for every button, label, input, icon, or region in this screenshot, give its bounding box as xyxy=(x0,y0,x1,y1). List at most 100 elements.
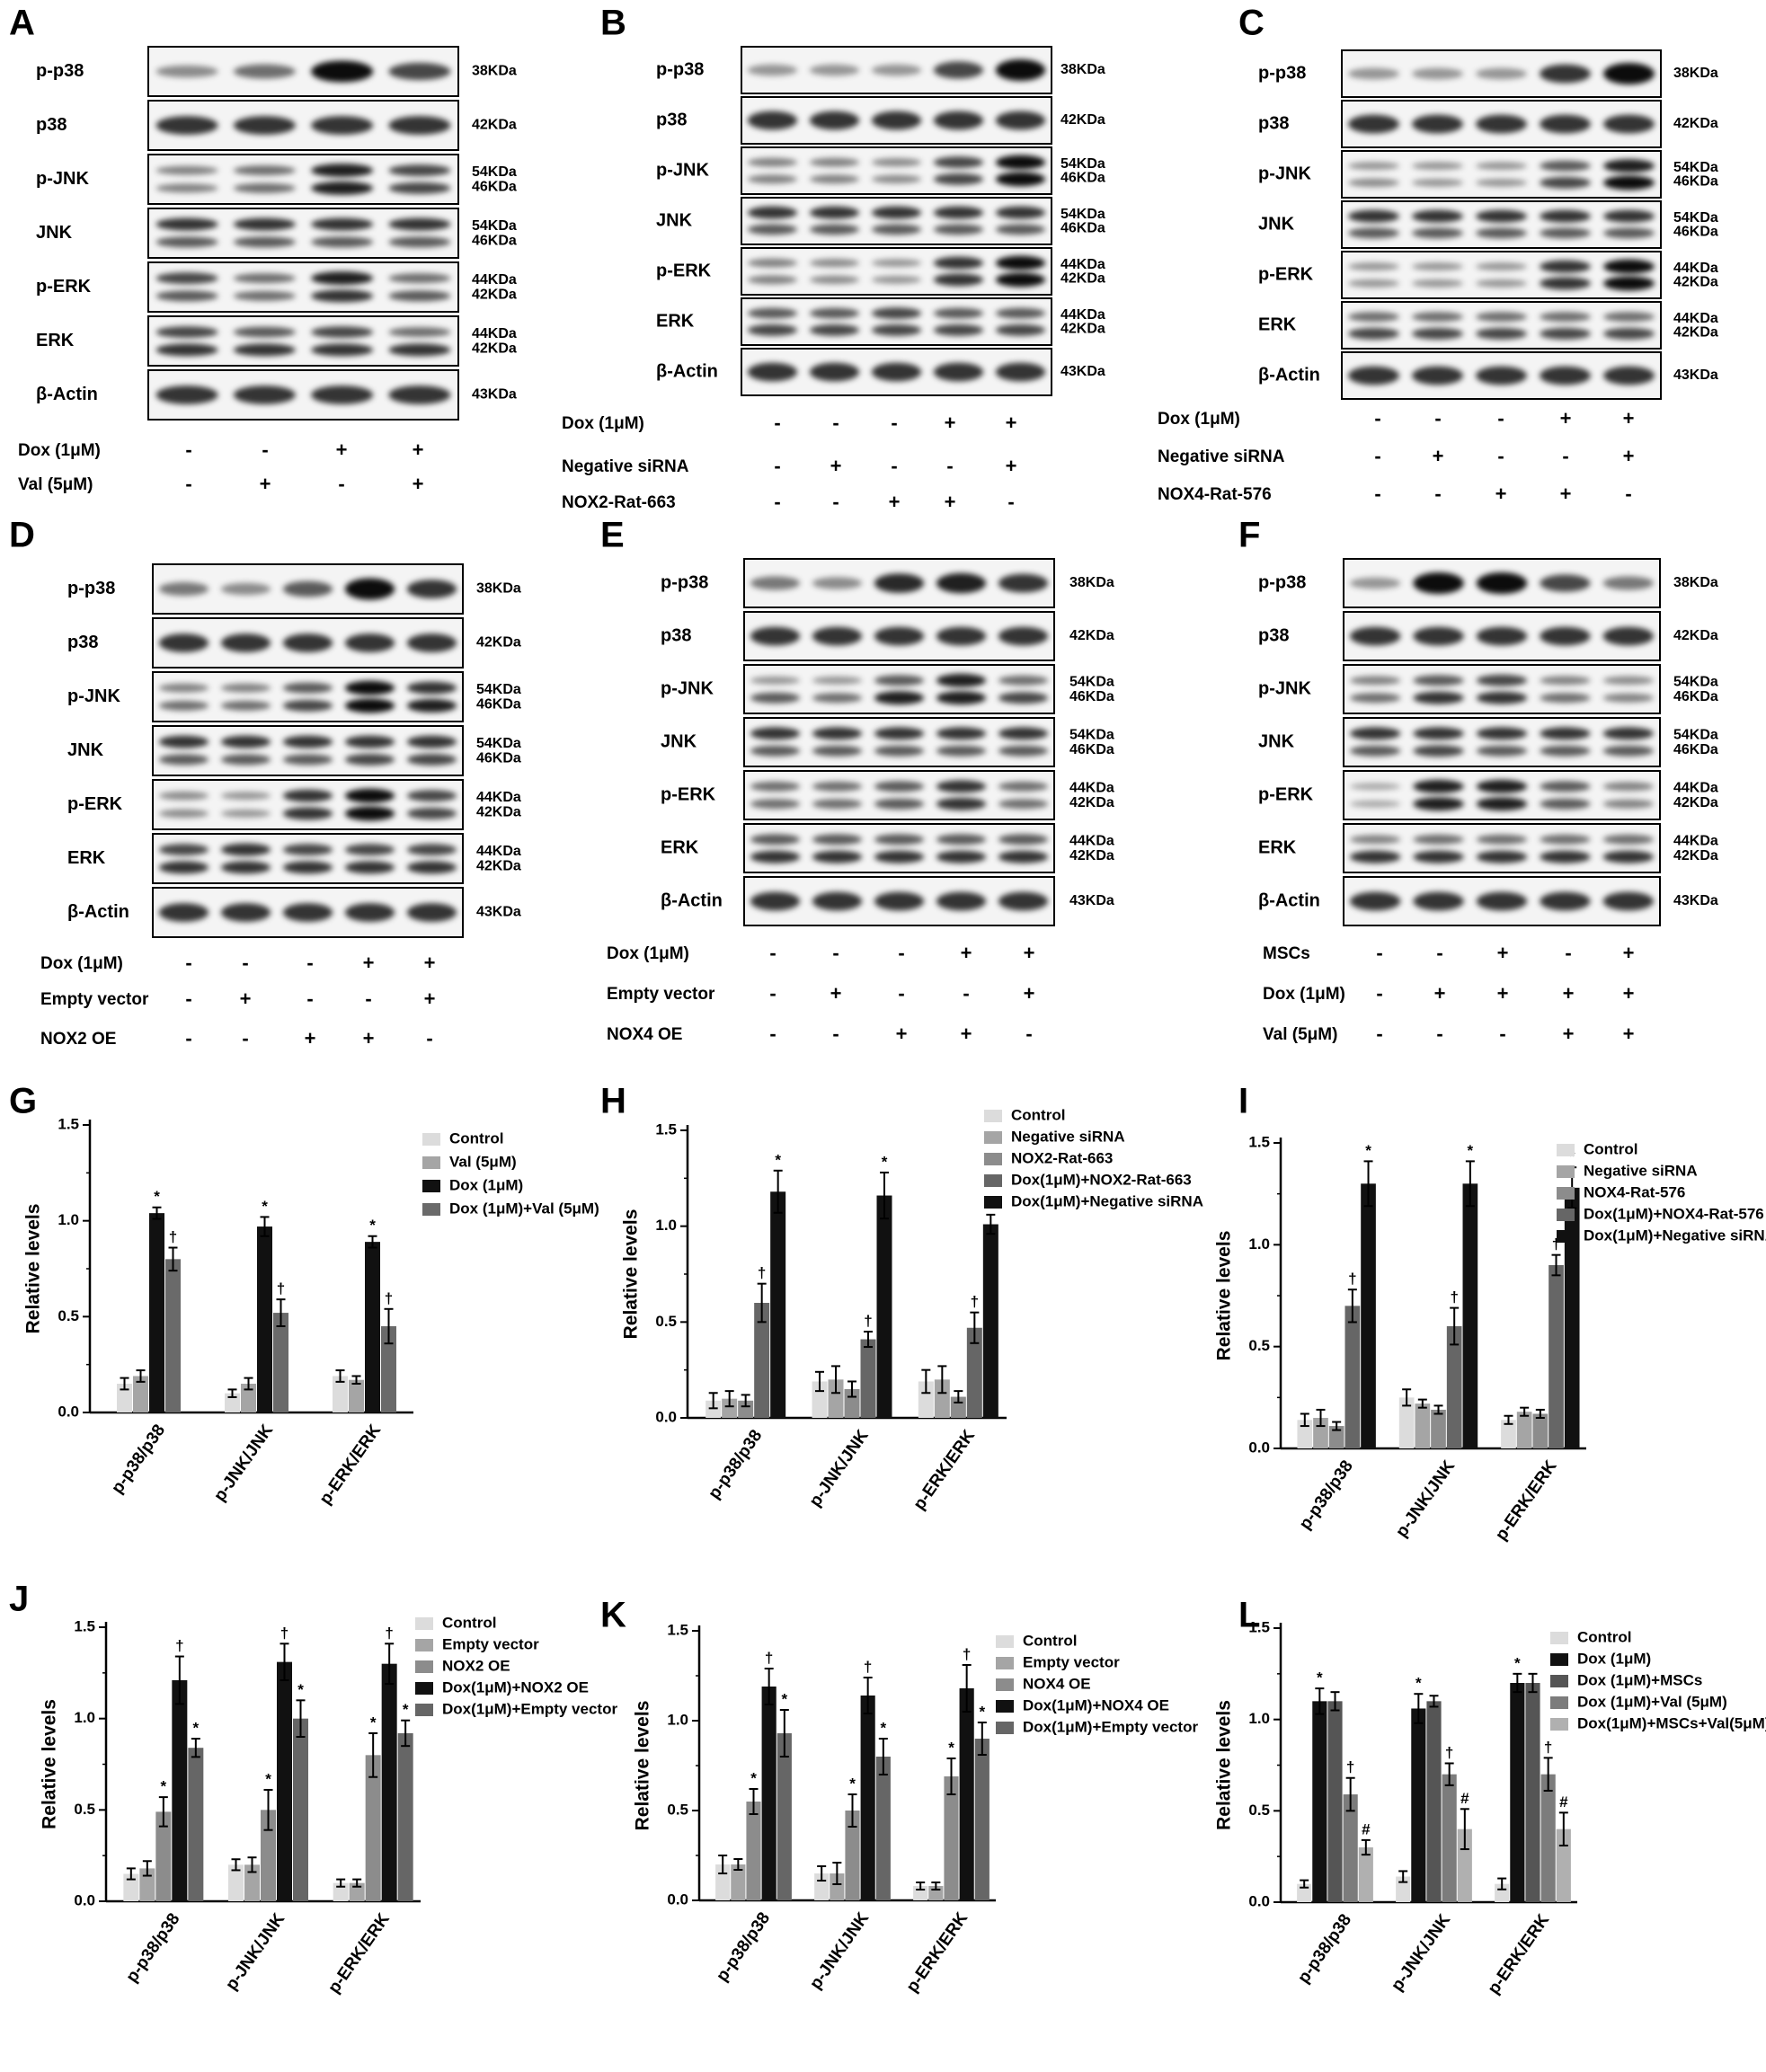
blot-band xyxy=(1603,366,1655,385)
blot-band xyxy=(998,834,1049,846)
blot-band xyxy=(1412,312,1463,323)
significance-mark: * xyxy=(782,1690,788,1707)
panel-letter: L xyxy=(1238,1596,1260,1635)
bar xyxy=(349,1379,364,1412)
blot-band xyxy=(995,155,1046,170)
blot-band xyxy=(233,385,296,404)
blot-band xyxy=(747,64,798,76)
blot-protein-label: JNK xyxy=(661,731,697,751)
blot-band xyxy=(220,792,271,801)
legend-label: Dox (1μM) xyxy=(1577,1650,1651,1667)
blot-band xyxy=(1476,279,1527,288)
legend-label: NOX2-Rat-663 xyxy=(1011,1149,1113,1166)
blot-row: β-Actin 43KDa xyxy=(661,876,1114,926)
blot-kda-label: 38KDa xyxy=(1060,62,1105,77)
legend-label: NOX4 OE xyxy=(1023,1675,1091,1692)
y-tick-label: 1.5 xyxy=(667,1621,688,1638)
treatment-sign: - xyxy=(1499,1023,1505,1045)
treatment-sign: + xyxy=(1623,942,1635,964)
blot-band xyxy=(1476,327,1527,340)
blot-band xyxy=(750,576,801,590)
blot-kda-label: 42KDa xyxy=(1069,795,1114,810)
bar xyxy=(1426,1701,1442,1902)
x-tick-label: p-JNK/JNK xyxy=(1388,1910,1454,1995)
blot-band xyxy=(155,236,218,248)
bar xyxy=(1442,1774,1457,1902)
legend-label: Dox(1μM)+NOX2-Rat-663 xyxy=(1011,1171,1192,1188)
blot-kda-label: 46KDa xyxy=(1060,171,1105,186)
blot-kda-label: 44KDa xyxy=(1069,781,1114,796)
blot-band xyxy=(1476,779,1528,793)
blot-band xyxy=(406,633,457,652)
treatment-sign: - xyxy=(185,952,191,974)
y-axis-label: Relative levels xyxy=(1214,1700,1235,1830)
bar xyxy=(1510,1683,1525,1902)
blot-strip xyxy=(743,823,1055,873)
blot-kda-label: 46KDa xyxy=(1673,225,1718,240)
blot-kda-label: 42KDa xyxy=(1673,116,1718,131)
blot-row: p-p38 38KDa xyxy=(661,558,1114,608)
significance-mark: * xyxy=(775,1151,781,1168)
blot-band xyxy=(344,680,395,695)
treatment-sign: - xyxy=(1562,445,1568,467)
blot-strip xyxy=(1341,200,1662,249)
treatment-sign: - xyxy=(769,942,776,964)
blot-band xyxy=(311,217,374,231)
bar xyxy=(1501,1420,1516,1448)
blot-band xyxy=(995,59,1046,81)
blot-band xyxy=(1348,114,1399,134)
y-tick-label: 0.5 xyxy=(667,1801,688,1818)
blot-band xyxy=(1540,327,1591,340)
blot-band xyxy=(388,182,451,194)
treatment-sign: - xyxy=(1436,942,1442,964)
blot-kda-label: 46KDa xyxy=(472,180,517,195)
significance-mark: * xyxy=(849,1775,856,1792)
legend-swatch xyxy=(1550,1718,1568,1731)
treatment-label: Dox (1μM) xyxy=(18,441,101,460)
bar xyxy=(188,1748,204,1901)
blot-protein-label: p-p38 xyxy=(656,59,704,79)
treatment-sign: - xyxy=(242,1027,248,1049)
treatment-sign: + xyxy=(1006,412,1017,434)
y-tick-label: 0.0 xyxy=(667,1890,688,1908)
y-tick-label: 1.0 xyxy=(58,1211,79,1228)
blot-band xyxy=(995,255,1046,270)
y-tick-label: 1.0 xyxy=(1248,1235,1270,1253)
blot-strip xyxy=(152,779,464,830)
legend-label: Control xyxy=(442,1614,496,1631)
blot-band xyxy=(995,323,1046,336)
blot-band xyxy=(1412,227,1463,239)
blot-band xyxy=(933,156,984,169)
blot-band xyxy=(874,691,925,705)
legend-label: Dox(1μM)+Empty vector xyxy=(1023,1718,1198,1735)
blot-band xyxy=(155,65,218,78)
bar xyxy=(241,1384,256,1412)
blot-band xyxy=(871,157,922,167)
treatment-sign: - xyxy=(185,438,191,461)
blot-band xyxy=(936,745,987,757)
blot-band xyxy=(874,781,925,792)
treatment-sign: + xyxy=(424,952,436,974)
significance-mark: * xyxy=(1365,1142,1371,1159)
y-axis-label: Relative levels xyxy=(40,1699,60,1829)
blot-strip xyxy=(743,717,1055,767)
bar xyxy=(754,1303,770,1418)
blot-kda-label: 42KDa xyxy=(476,805,521,820)
blot-band xyxy=(1476,727,1528,740)
blot-band xyxy=(1540,227,1591,239)
blot-band xyxy=(344,806,395,821)
blot-band xyxy=(311,181,374,195)
blot-band xyxy=(750,692,801,704)
y-tick-label: 1.5 xyxy=(1248,1133,1270,1150)
blot-band xyxy=(936,572,987,594)
bar xyxy=(974,1739,989,1900)
blot-band xyxy=(1602,693,1654,703)
blot-protein-label: β-Actin xyxy=(656,361,718,381)
bar xyxy=(944,1776,959,1900)
legend-swatch xyxy=(984,1174,1002,1187)
blot-protein-label: p38 xyxy=(67,633,98,652)
